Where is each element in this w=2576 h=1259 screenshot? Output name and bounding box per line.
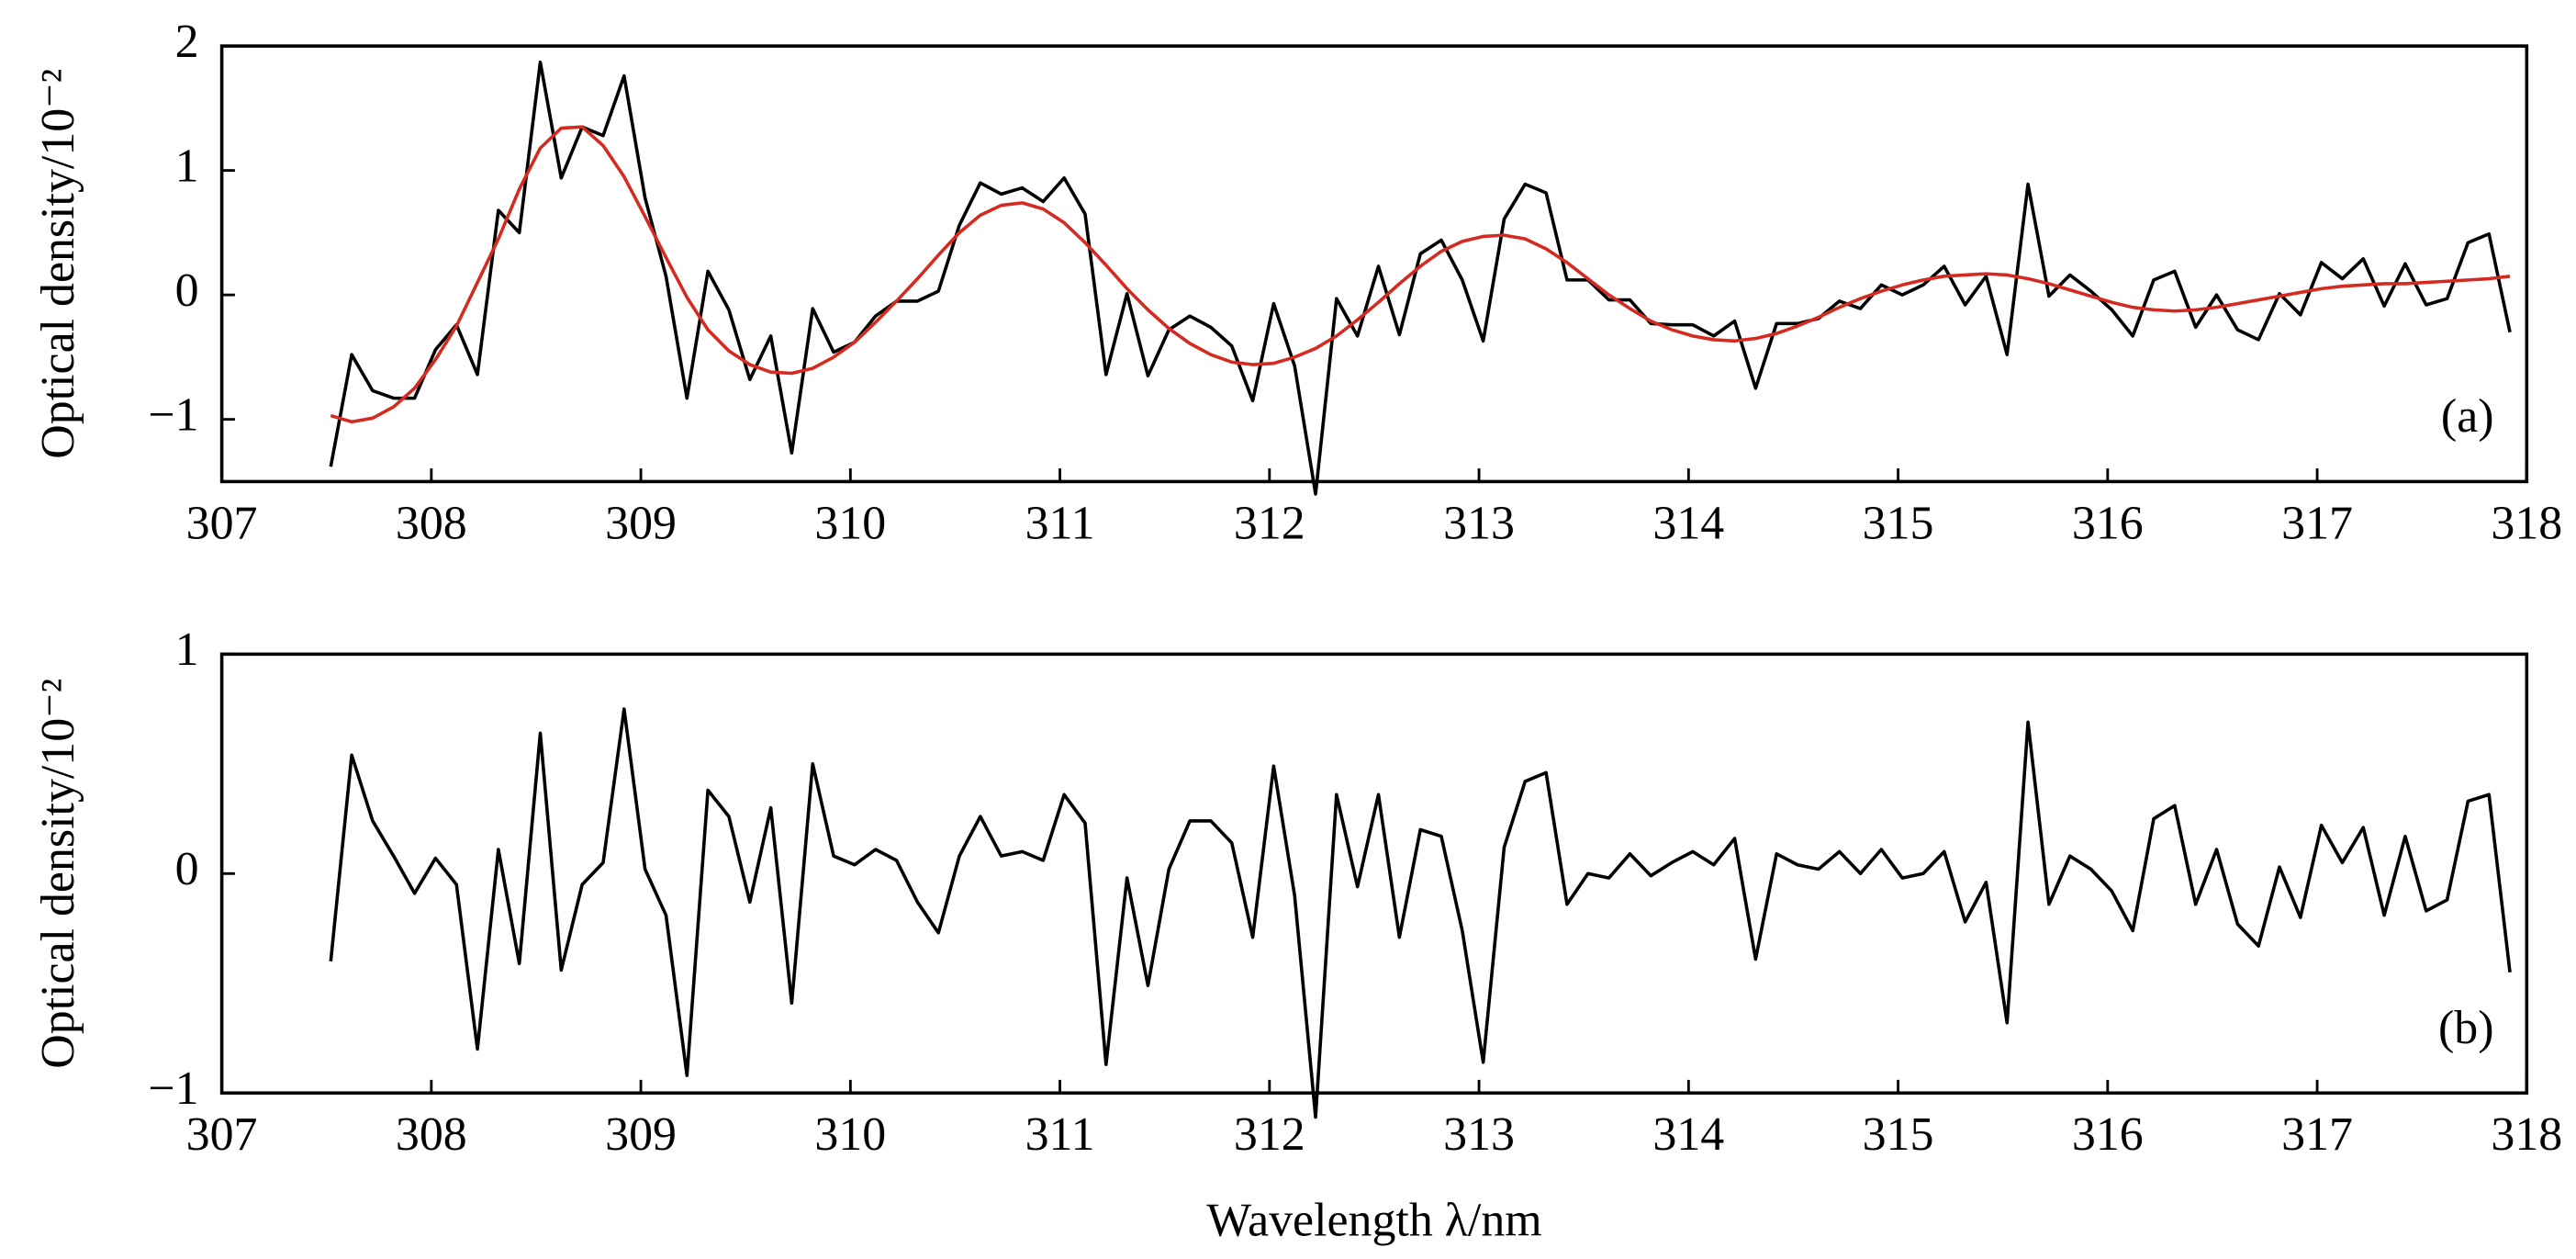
x-axis-label: Wavelength λ/nm bbox=[1206, 1194, 1541, 1246]
y-tick-label: 0 bbox=[175, 843, 199, 895]
x-tick-label: 317 bbox=[2281, 497, 2353, 549]
x-tick-label: 311 bbox=[1025, 497, 1095, 549]
x-tick-label: 316 bbox=[2072, 497, 2144, 549]
x-tick-label: 316 bbox=[2072, 1108, 2144, 1161]
y-axis-label: Optical density/10⁻² bbox=[32, 679, 84, 1069]
x-tick-label: 315 bbox=[1863, 1108, 1934, 1161]
y-axis-label: Optical density/10⁻² bbox=[32, 69, 84, 459]
x-tick-label: 313 bbox=[1443, 1108, 1515, 1161]
y-tick-label: 0 bbox=[175, 264, 199, 317]
x-tick-label: 315 bbox=[1863, 497, 1934, 549]
y-tick-label: 1 bbox=[175, 141, 199, 193]
panel-label: (a) bbox=[2441, 390, 2494, 443]
y-tick-label: 2 bbox=[175, 16, 199, 68]
x-tick-label: 308 bbox=[396, 1108, 467, 1161]
x-tick-label: 318 bbox=[2491, 497, 2562, 549]
x-tick-label: 318 bbox=[2491, 1108, 2562, 1161]
x-tick-label: 309 bbox=[605, 497, 677, 549]
data-line bbox=[329, 707, 2512, 1119]
panel-label: (b) bbox=[2438, 1002, 2494, 1054]
y-tick-label: −1 bbox=[148, 1062, 198, 1115]
x-tick-label: 313 bbox=[1443, 497, 1515, 549]
x-tick-label: 307 bbox=[186, 497, 258, 549]
x-tick-label: 317 bbox=[2281, 1108, 2353, 1161]
plot-frame bbox=[219, 652, 2529, 1096]
x-tick-label: 312 bbox=[1234, 497, 1305, 549]
x-tick-label: 307 bbox=[186, 1108, 258, 1161]
x-tick-label: 312 bbox=[1234, 1108, 1305, 1161]
x-tick-label: 314 bbox=[1652, 1108, 1724, 1161]
plot-frame bbox=[219, 44, 2529, 484]
data-line bbox=[330, 125, 2511, 424]
x-tick-label: 311 bbox=[1025, 1108, 1095, 1161]
x-tick-label: 309 bbox=[605, 1108, 677, 1161]
y-tick-label: −1 bbox=[148, 389, 198, 442]
data-line bbox=[329, 60, 2512, 496]
y-tick-label: 1 bbox=[175, 624, 199, 676]
x-tick-label: 310 bbox=[814, 1108, 886, 1161]
x-tick-label: 314 bbox=[1652, 497, 1724, 549]
x-tick-label: 308 bbox=[396, 497, 467, 549]
x-tick-label: 310 bbox=[814, 497, 886, 549]
